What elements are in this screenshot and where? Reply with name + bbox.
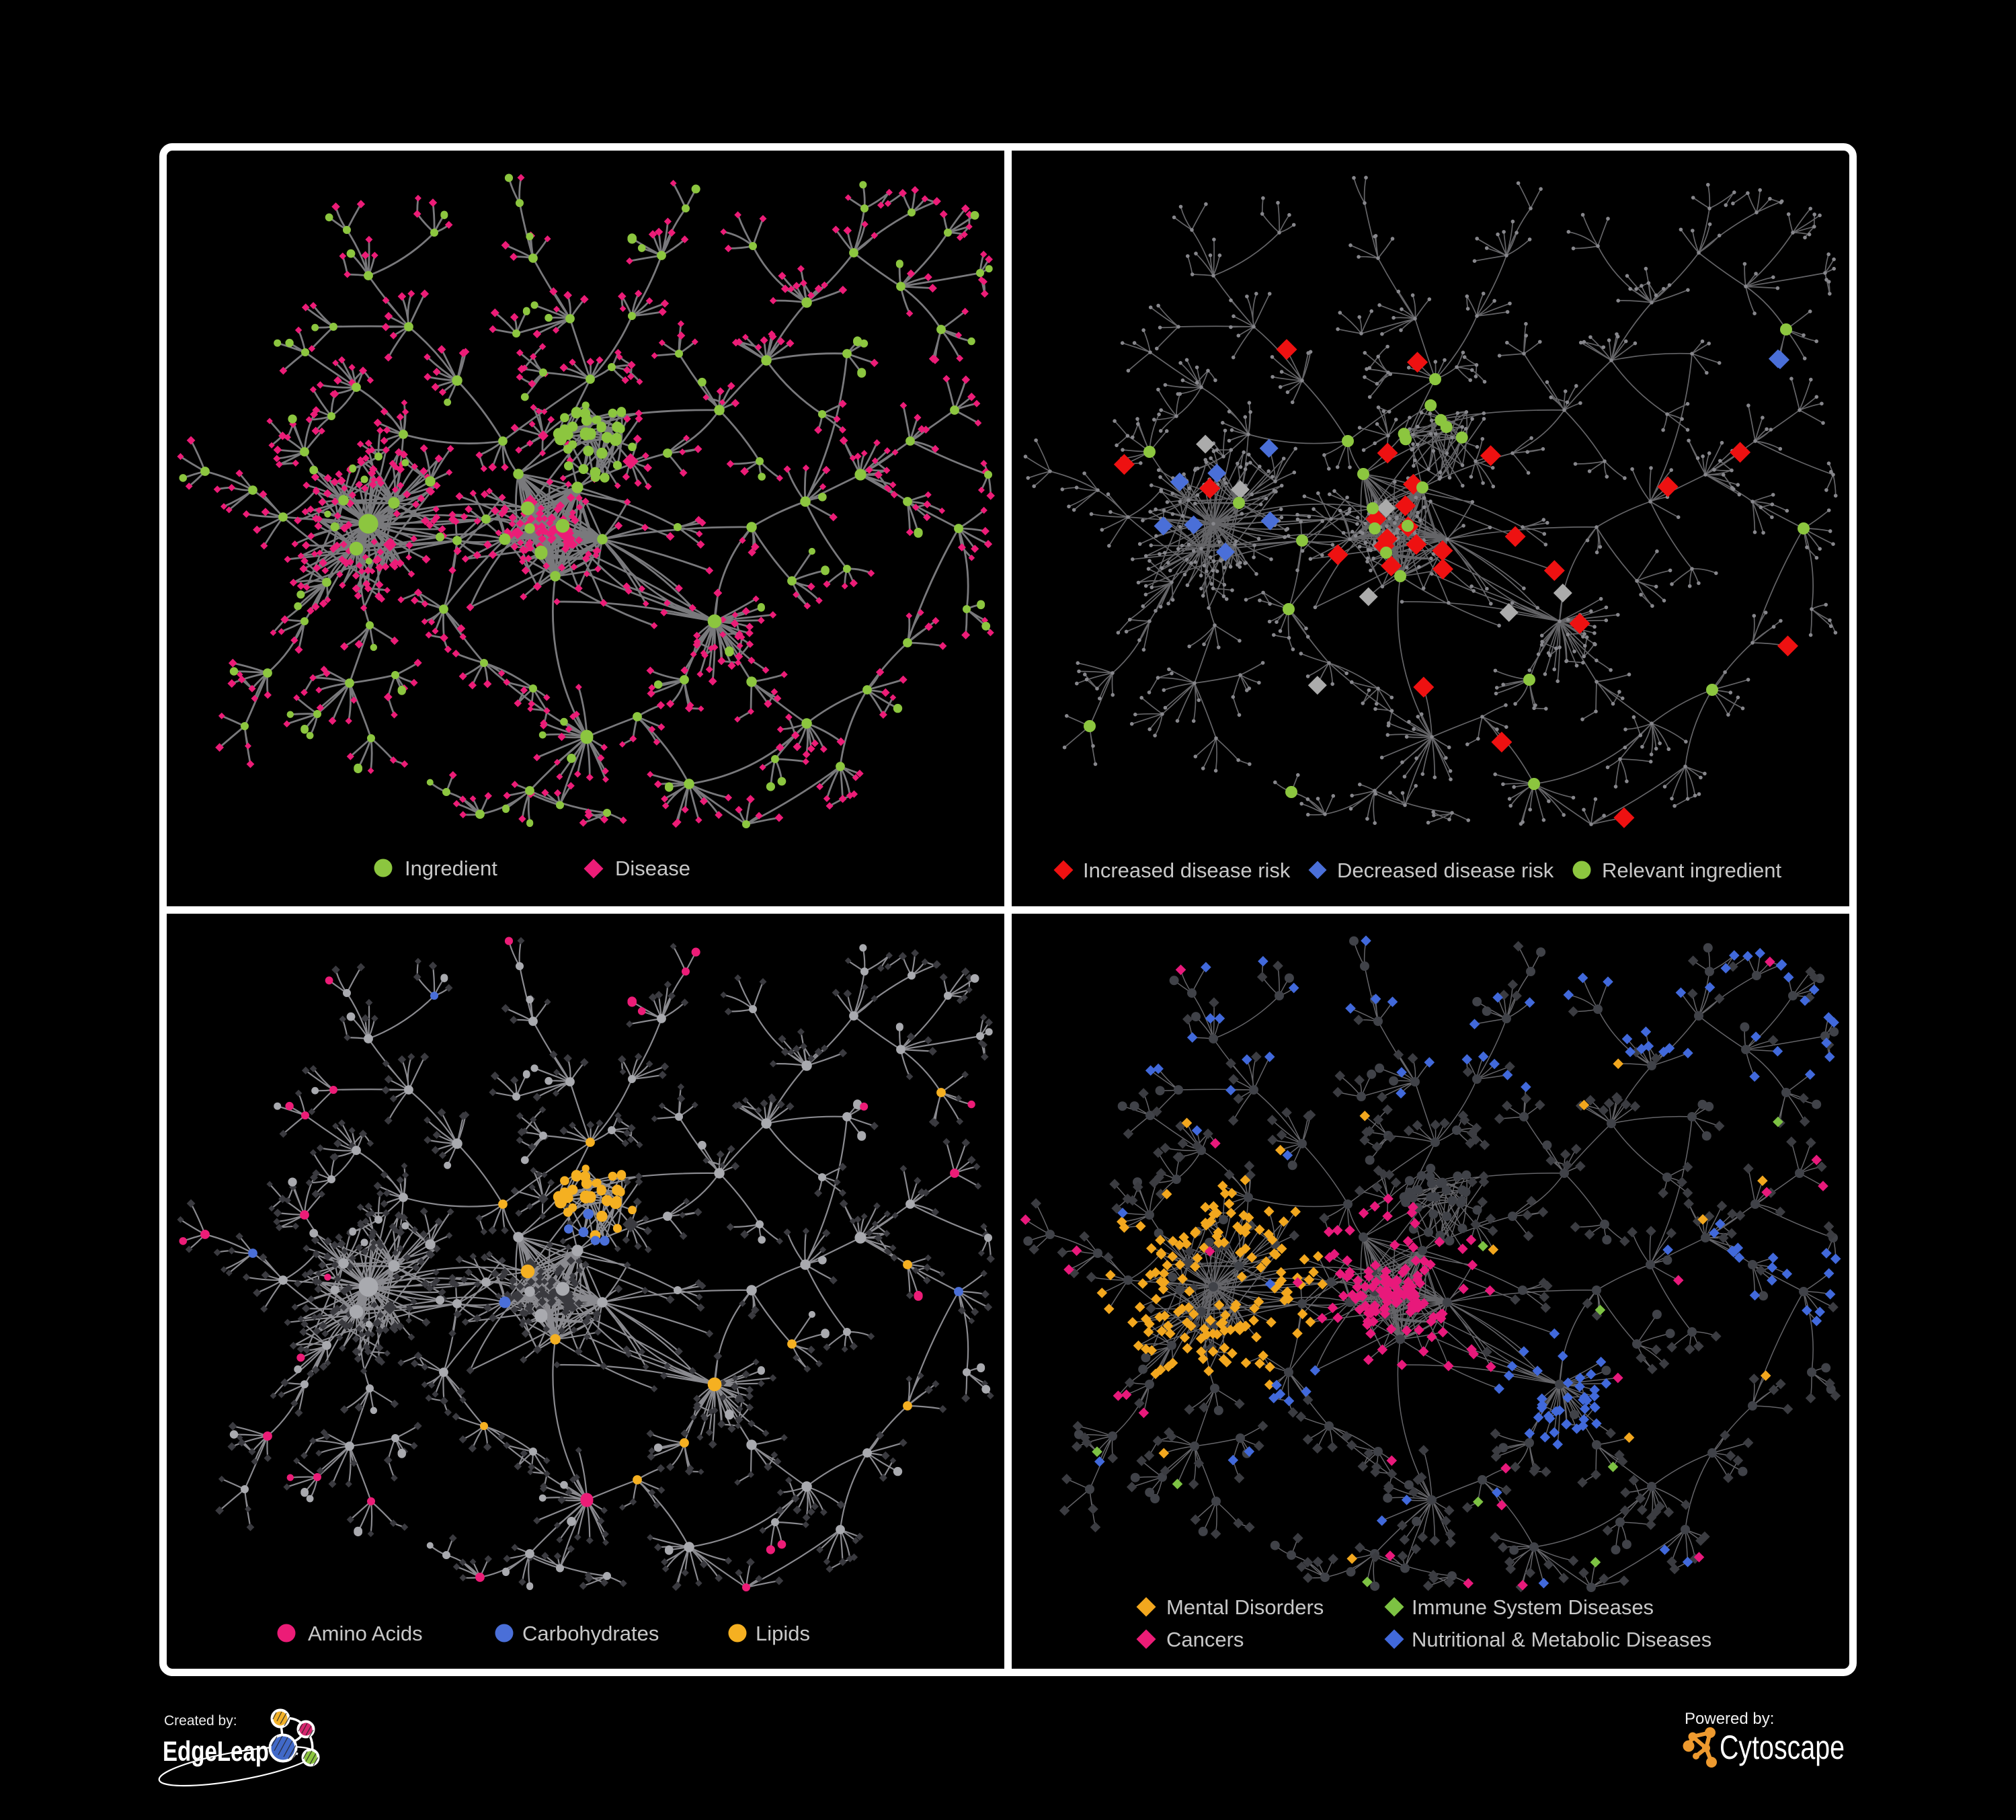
svg-text:Disease: Disease [615, 857, 690, 880]
svg-text:Cancers: Cancers [1166, 1628, 1244, 1651]
svg-text:Nutritional & Metabolic Diseas: Nutritional & Metabolic Diseases [1412, 1628, 1711, 1651]
svg-text:Created by:: Created by: [164, 1713, 237, 1729]
svg-text:Immune System Diseases: Immune System Diseases [1412, 1595, 1654, 1619]
svg-text:Mental Disorders: Mental Disorders [1166, 1595, 1324, 1619]
svg-text:Amino Acids: Amino Acids [308, 1622, 423, 1645]
svg-text:Lipids: Lipids [756, 1622, 810, 1645]
svg-text:Cytoscape: Cytoscape [1720, 1729, 1845, 1766]
svg-text:Relevant ingredient: Relevant ingredient [1602, 859, 1782, 882]
svg-text:Carbohydrates: Carbohydrates [522, 1622, 659, 1645]
svg-text:EdgeLeap: EdgeLeap [163, 1735, 269, 1767]
svg-text:Powered by:: Powered by: [1685, 1710, 1774, 1728]
svg-text:Decreased disease risk: Decreased disease risk [1337, 859, 1554, 882]
svg-text:Increased disease risk: Increased disease risk [1083, 859, 1291, 882]
svg-text:Ingredient: Ingredient [405, 857, 497, 880]
